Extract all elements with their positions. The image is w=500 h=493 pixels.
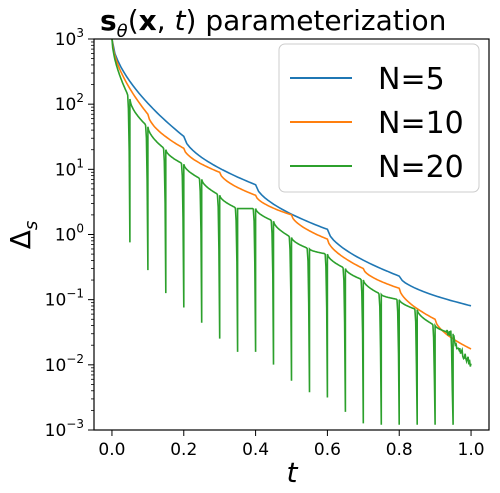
- y-axis-label-sub: s: [21, 221, 42, 230]
- y-axis-label: Δs: [4, 221, 42, 250]
- x-tick-label: 0.0: [98, 440, 125, 460]
- title-comma: ,: [157, 4, 175, 37]
- y-tick-label: 102: [55, 91, 84, 115]
- legend: N=5 N=10 N=20: [278, 43, 480, 193]
- y-tick-label: 10−2: [45, 352, 84, 376]
- x-tick-label: 1.0: [458, 440, 485, 460]
- title-open: (: [128, 4, 139, 37]
- title-theta: θ: [117, 21, 128, 42]
- y-axis-label-base: Δ: [4, 230, 37, 249]
- x-tick-label: 0.2: [170, 440, 197, 460]
- series-line-n10: [111, 38, 472, 350]
- series-line-n20: [111, 38, 472, 425]
- title-tail: parameterization: [196, 4, 446, 37]
- x-tick-label: 0.6: [314, 440, 341, 460]
- y-tick-label: 100: [55, 222, 84, 246]
- legend-box: [278, 43, 480, 193]
- chart-title: sθ(x, t) parameterization: [100, 4, 446, 42]
- title-bold-x: x: [139, 4, 157, 37]
- plot-frame: [93, 38, 490, 431]
- y-tick-label: 101: [55, 156, 84, 180]
- title-bold-s: s: [100, 4, 117, 37]
- y-tick-label: 10−1: [45, 287, 84, 311]
- legend-label: N=5: [378, 62, 445, 97]
- x-axis-label: t: [287, 456, 299, 489]
- title-close: ): [185, 4, 196, 37]
- ticks-group: 0.0 0.2 0.4 0.6 0.8 1.0 10−3 10−2 10−1 100 101 102 1…: [45, 26, 485, 460]
- x-tick-label: 0.4: [242, 440, 269, 460]
- legend-label: N=10: [378, 106, 464, 141]
- lines-group: [111, 38, 472, 425]
- title-t: t: [175, 4, 187, 37]
- y-tick-label: 10−3: [45, 417, 84, 441]
- x-tick-label: 0.8: [386, 440, 413, 460]
- y-tick-label: 103: [55, 26, 84, 50]
- legend-label: N=20: [378, 150, 464, 185]
